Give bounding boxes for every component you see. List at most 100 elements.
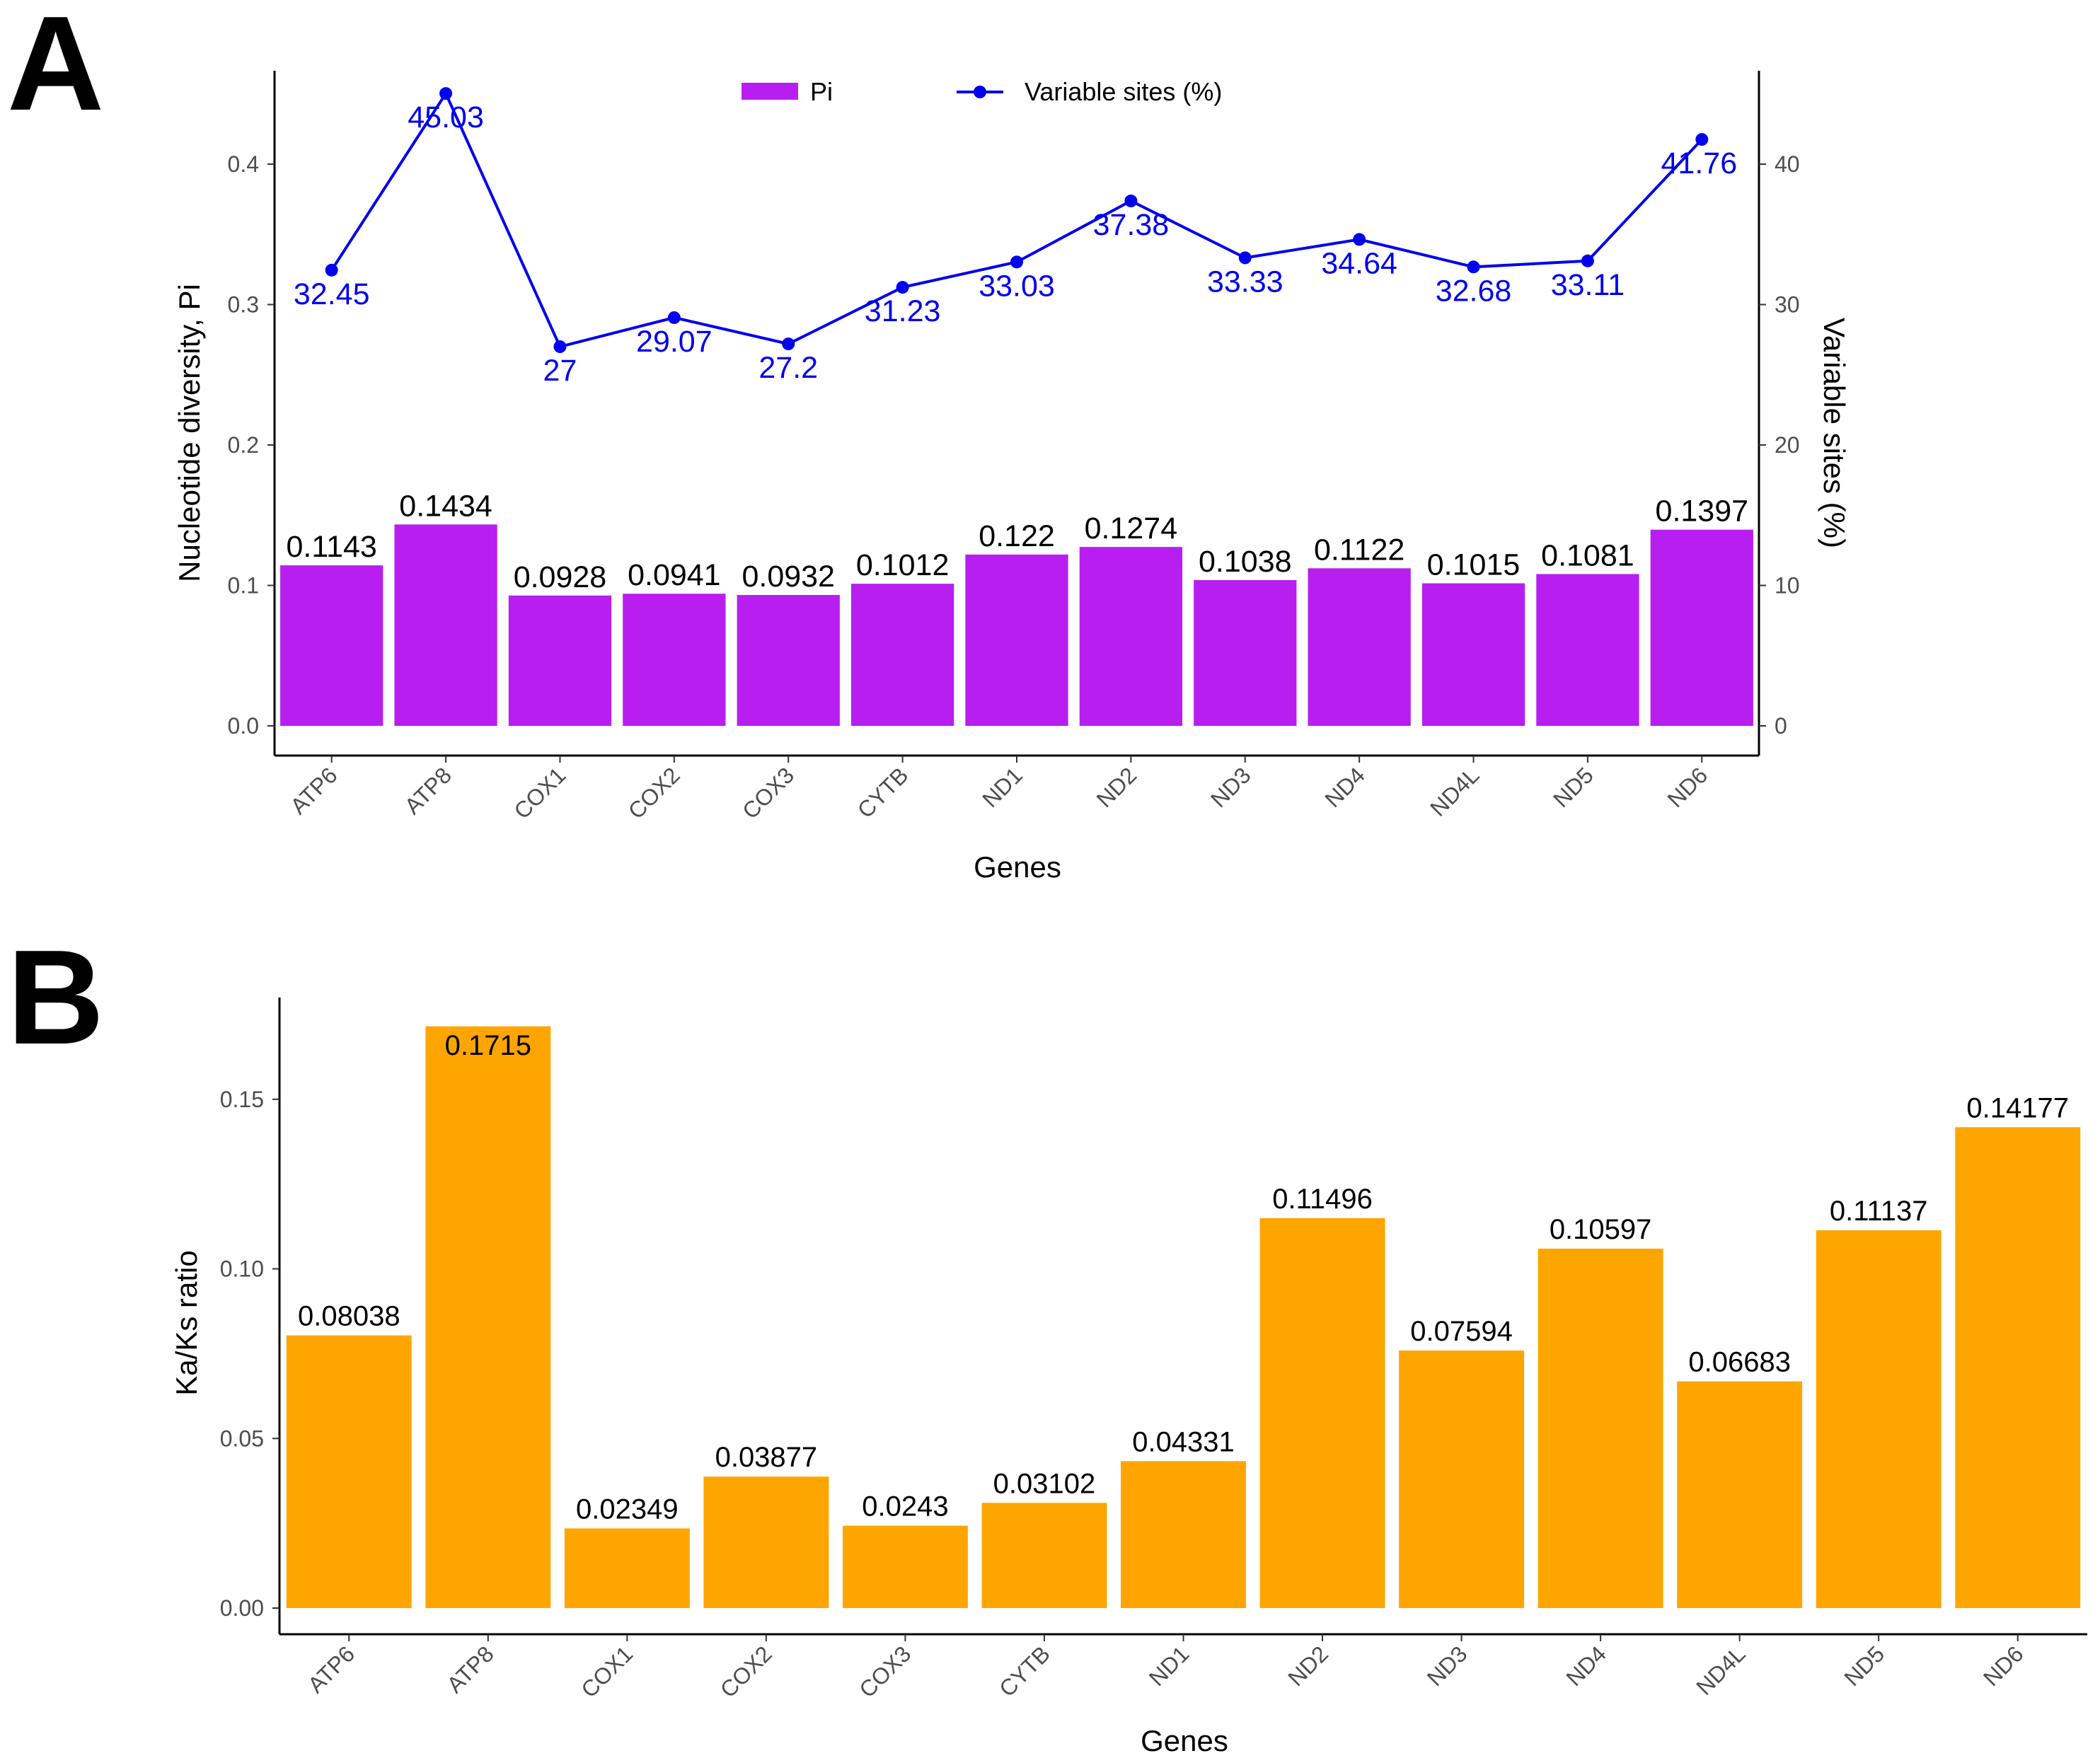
panel-b-bar-labels: 0.08038 0.1715 0.02349 0.03877 0.0243 0.03102… <box>298 1030 2069 1525</box>
panel-a-bar-labels: 0.1143 0.1434 0.0928 0.0941 0.0932 0.1012 0.12… <box>287 489 1749 594</box>
kaks-bar-label-cytb: 0.03102 <box>993 1468 1096 1499</box>
variable-sites-point-nd4 <box>1353 233 1366 246</box>
kaks-bar-cox3 <box>842 1525 968 1608</box>
kaks-bar-label-cox2: 0.03877 <box>715 1442 818 1473</box>
pi-bar-label-nd2: 0.1274 <box>1085 511 1178 545</box>
pi-bar-nd6 <box>1650 529 1753 726</box>
panel-a-line-series: 32.45 45.03 27 29.07 27.2 31.23 33.03 37.38 33.3… <box>294 87 1737 388</box>
variable-sites-label-nd4l: 32.68 <box>1436 274 1512 308</box>
variable-sites-point-cox1 <box>553 340 567 354</box>
kaks-bar-nd2 <box>1259 1218 1385 1608</box>
pi-bar-cox3 <box>737 594 840 726</box>
pi-bar-atp8 <box>394 524 497 726</box>
pi-bar-label-cox3: 0.0932 <box>742 560 835 594</box>
pi-bar-nd4 <box>1308 568 1411 726</box>
pi-bar-label-cytb: 0.1012 <box>856 548 950 582</box>
pi-bar-label-nd4l: 0.1015 <box>1427 548 1521 582</box>
kaks-bar-label-atp8: 0.1715 <box>445 1030 531 1061</box>
panel-b-bars <box>286 1026 2081 1608</box>
variable-sites-label-atp6: 32.45 <box>294 277 370 311</box>
pi-bar-label-atp8: 0.1434 <box>399 489 492 523</box>
panel-a-y2-tick-label: 40 <box>1775 151 1800 177</box>
kaks-bar-label-cox3: 0.0243 <box>862 1491 948 1522</box>
variable-sites-label-nd5: 33.11 <box>1551 268 1625 302</box>
kaks-bar-label-nd2: 0.11496 <box>1272 1184 1373 1215</box>
pi-bar-nd5 <box>1536 574 1639 726</box>
panel-b-y-tick-label: 0.05 <box>220 1426 264 1451</box>
variable-sites-label-nd2: 37.38 <box>1093 208 1170 242</box>
legend-variable-sites-label: Variable sites (%) <box>1025 77 1222 106</box>
panel-a-x-axis-title: Genes <box>974 850 1061 884</box>
kaks-bar-nd4l <box>1677 1381 1803 1608</box>
pi-bar-label-nd5: 0.1081 <box>1541 538 1634 572</box>
kaks-bar-label-nd3: 0.07594 <box>1410 1316 1513 1347</box>
variable-sites-label-nd4: 34.64 <box>1321 246 1397 280</box>
variable-sites-label-cox1: 27 <box>543 354 577 388</box>
panel-a-legend: Pi Variable sites (%) <box>742 77 1222 106</box>
legend-pi-label: Pi <box>810 77 833 106</box>
pi-bar-label-nd1: 0.122 <box>979 519 1055 553</box>
panel-a-y2-axis-title: Variable sites (%) <box>1818 318 1851 548</box>
pi-bar-label-cox1: 0.0928 <box>514 560 607 594</box>
pi-bar-label-atp6: 0.1143 <box>287 530 377 564</box>
variable-sites-point-cytb <box>896 281 909 294</box>
kaks-bar-label-cox1: 0.02349 <box>576 1493 679 1525</box>
panel-a-y2-tick-label: 20 <box>1775 432 1800 458</box>
panel-a-bars <box>280 524 1753 726</box>
panel-b-y-tick-label: 0.10 <box>220 1256 264 1282</box>
kaks-bar-label-atp6: 0.08038 <box>298 1301 400 1332</box>
panel-a-y2-tick-label: 10 <box>1775 573 1800 599</box>
kaks-bar-label-nd4: 0.10597 <box>1550 1214 1652 1245</box>
variable-sites-label-cytb: 31.23 <box>865 294 941 328</box>
pi-bar-cox2 <box>623 594 726 726</box>
pi-bar-label-nd3: 0.1038 <box>1199 545 1292 579</box>
panel-a-y-axis-title: Nucleotide diversity, Pi <box>173 284 206 582</box>
panel-b-y-axis-title: Ka/Ks ratio <box>170 1250 203 1395</box>
kaks-bar-atp8 <box>425 1026 551 1608</box>
variable-sites-point-nd6 <box>1695 133 1709 146</box>
pi-bar-nd3 <box>1194 579 1297 726</box>
panel-a-y2-tick-label: 0 <box>1775 713 1787 739</box>
variable-sites-point-nd3 <box>1238 251 1252 265</box>
variable-sites-point-nd5 <box>1581 254 1594 267</box>
variable-sites-label-cox2: 29.07 <box>636 325 712 359</box>
panel-a-y-tick-label: 0.2 <box>228 432 259 458</box>
pi-bar-cytb <box>850 584 954 726</box>
kaks-bar-nd3 <box>1399 1350 1525 1608</box>
pi-bar-nd4l <box>1421 583 1525 726</box>
variable-sites-point-cox3 <box>782 337 795 351</box>
kaks-bar-cox2 <box>703 1476 829 1608</box>
pi-bar-nd1 <box>965 554 1068 726</box>
legend-variable-sites-marker <box>974 86 986 98</box>
variable-sites-point-nd2 <box>1124 195 1138 208</box>
variable-sites-point-cox2 <box>667 311 681 324</box>
kaks-bar-cox1 <box>564 1528 690 1608</box>
pi-bar-atp6 <box>280 565 383 726</box>
panel-a-y-tick-label: 0.1 <box>228 573 259 599</box>
variable-sites-label-cox3: 27.2 <box>758 351 818 385</box>
kaks-bar-nd6 <box>1955 1127 2081 1608</box>
kaks-bar-nd1 <box>1121 1461 1246 1608</box>
kaks-bar-label-nd6: 0.14177 <box>1966 1092 2069 1123</box>
variable-sites-label-nd1: 33.03 <box>979 269 1055 303</box>
pi-bar-label-cox2: 0.0941 <box>628 558 721 592</box>
variable-sites-label-nd3: 33.33 <box>1207 265 1283 299</box>
kaks-bar-nd5 <box>1816 1230 1942 1608</box>
kaks-bar-nd4 <box>1538 1248 1663 1608</box>
pi-bar-nd2 <box>1079 547 1183 726</box>
kaks-bar-cytb <box>981 1503 1107 1608</box>
variable-sites-point-nd1 <box>1010 255 1023 269</box>
panel-a-label: A <box>7 0 104 139</box>
panel-a-y-tick-label: 0.3 <box>228 292 259 318</box>
panel-b-x-axis-title: Genes <box>1141 1724 1228 1757</box>
pi-bar-cox1 <box>508 595 612 726</box>
kaks-bar-atp6 <box>286 1335 412 1608</box>
variable-sites-point-atp8 <box>439 87 453 100</box>
variable-sites-label-atp8: 45.03 <box>408 100 484 134</box>
variable-sites-point-nd4l <box>1467 260 1480 274</box>
panel-b-label: B <box>7 923 104 1073</box>
panel-b-y-tick-label: 0.15 <box>220 1087 264 1112</box>
panel-a-y-tick-label: 0.4 <box>228 151 259 177</box>
